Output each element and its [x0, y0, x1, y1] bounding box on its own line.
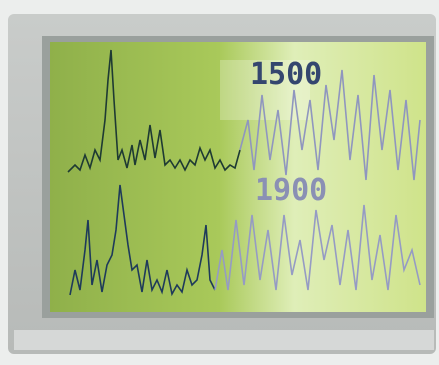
waveform-top-faded [239, 69, 421, 181]
waveform-top [67, 49, 241, 173]
waveform-bottom [69, 184, 216, 297]
waveform-bottom-faded [214, 204, 421, 291]
readout-top: 1500 [250, 57, 322, 92]
glare [220, 60, 310, 120]
readout-bottom: 1900 [255, 173, 327, 208]
bezel-lower [14, 330, 434, 350]
